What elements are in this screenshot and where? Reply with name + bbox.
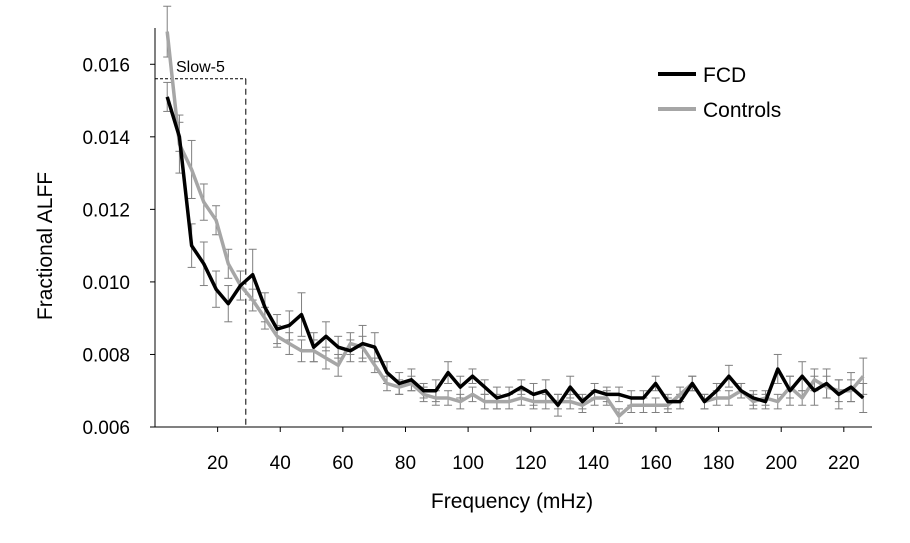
y-tick-label-4: 0.014 <box>82 128 130 149</box>
x-tick-label-10: 220 <box>828 453 860 474</box>
legend-label-controls: Controls <box>703 99 781 122</box>
legend: FCD Controls <box>658 64 781 122</box>
y-tick-label-3: 0.012 <box>82 200 130 221</box>
x-tick-label-0: 20 <box>207 453 228 474</box>
x-tick-label-5: 120 <box>515 453 547 474</box>
series-lines <box>165 31 865 418</box>
tick-labels: 0.006 0.008 0.010 0.012 0.014 0.016 20 40 60 80 10… <box>82 55 859 474</box>
x-tick-label-2: 60 <box>332 453 353 474</box>
x-tick-label-4: 100 <box>452 453 484 474</box>
slow-5-annotation <box>155 78 247 427</box>
axes <box>150 28 872 432</box>
x-tick-label-7: 160 <box>640 453 672 474</box>
y-tick-label-1: 0.008 <box>82 345 130 366</box>
x-tick-label-8: 180 <box>703 453 735 474</box>
y-tick-label-5: 0.016 <box>82 55 130 76</box>
x-tick-label-6: 140 <box>577 453 609 474</box>
slow-5-label: Slow-5 <box>176 59 225 76</box>
x-tick-label-3: 80 <box>395 453 416 474</box>
y-axis-title: Fractional ALFF <box>34 172 57 320</box>
y-tick-label-2: 0.010 <box>82 273 130 294</box>
series-line-fcd <box>165 96 865 407</box>
x-tick-label-1: 40 <box>270 453 291 474</box>
y-tick-label-0: 0.006 <box>82 418 130 439</box>
series-line-controls <box>165 31 865 418</box>
x-tick-label-9: 200 <box>765 453 797 474</box>
legend-label-fcd: FCD <box>703 64 746 87</box>
error-bars <box>163 5 868 424</box>
x-axis-title: Frequency (mHz) <box>431 490 593 513</box>
